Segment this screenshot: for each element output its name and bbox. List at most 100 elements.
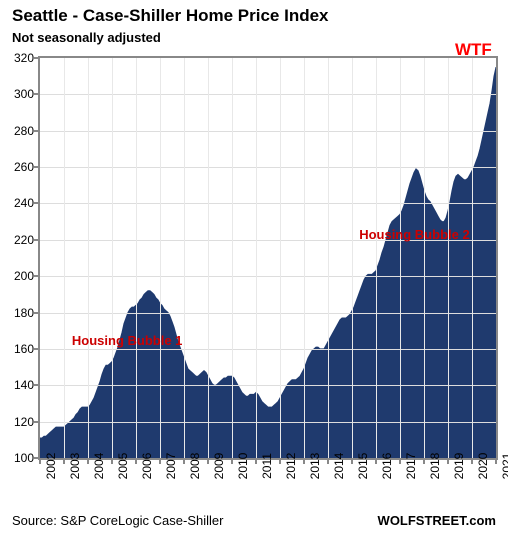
y-tick-label: 200: [14, 269, 34, 283]
gridline-v: [448, 58, 449, 458]
x-tick: [279, 458, 281, 464]
y-tick: [34, 93, 40, 95]
annotation: WTF: [455, 40, 492, 60]
y-tick: [34, 312, 40, 314]
y-tick: [34, 275, 40, 277]
y-tick-label: 180: [14, 306, 34, 320]
y-tick: [34, 384, 40, 386]
y-tick: [34, 130, 40, 132]
gridline-v: [112, 58, 113, 458]
x-tick: [183, 458, 185, 464]
gridline-v: [472, 58, 473, 458]
x-tick-label: 2008: [188, 453, 202, 480]
x-tick-label: 2018: [428, 453, 442, 480]
x-tick: [231, 458, 233, 464]
x-tick: [327, 458, 329, 464]
gridline-h: [40, 167, 496, 168]
y-tick-label: 120: [14, 415, 34, 429]
x-tick: [255, 458, 257, 464]
y-tick-label: 100: [14, 451, 34, 465]
x-tick: [495, 458, 497, 464]
y-tick-label: 280: [14, 124, 34, 138]
x-tick: [399, 458, 401, 464]
gridline-v: [328, 58, 329, 458]
gridline-h: [40, 203, 496, 204]
annotation: Housing Bubble 1: [72, 333, 183, 348]
gridline-v: [352, 58, 353, 458]
y-tick-label: 220: [14, 233, 34, 247]
x-tick: [135, 458, 137, 464]
gridline-v: [88, 58, 89, 458]
y-tick: [34, 239, 40, 241]
annotation: Housing Bubble 2: [359, 227, 470, 242]
x-tick-label: 2009: [212, 453, 226, 480]
x-tick: [303, 458, 305, 464]
y-tick-label: 160: [14, 342, 34, 356]
x-tick-label: 2013: [308, 453, 322, 480]
gridline-v: [400, 58, 401, 458]
y-tick-label: 300: [14, 87, 34, 101]
x-tick-label: 2010: [236, 453, 250, 480]
gridline-v: [64, 58, 65, 458]
gridline-v: [376, 58, 377, 458]
gridline-h: [40, 276, 496, 277]
x-tick: [423, 458, 425, 464]
y-tick: [34, 421, 40, 423]
x-tick-label: 2011: [260, 453, 274, 479]
gridline-h: [40, 349, 496, 350]
gridline-v: [424, 58, 425, 458]
y-tick-label: 260: [14, 160, 34, 174]
y-tick: [34, 348, 40, 350]
x-tick: [447, 458, 449, 464]
x-tick-label: 2012: [284, 453, 298, 480]
gridline-v: [208, 58, 209, 458]
gridline-v: [160, 58, 161, 458]
x-tick: [63, 458, 65, 464]
x-tick: [111, 458, 113, 464]
x-tick: [375, 458, 377, 464]
x-tick: [471, 458, 473, 464]
x-tick-label: 2017: [404, 453, 418, 480]
x-tick: [159, 458, 161, 464]
source-text: Source: S&P CoreLogic Case-Shiller: [12, 513, 223, 528]
brand-text: WOLFSTREET.com: [378, 513, 496, 528]
gridline-v: [184, 58, 185, 458]
y-tick: [34, 57, 40, 59]
x-tick-label: 2004: [92, 453, 106, 480]
gridline-h: [40, 313, 496, 314]
x-tick-label: 2014: [332, 453, 346, 480]
x-tick: [87, 458, 89, 464]
area-series: [40, 58, 496, 458]
y-tick: [34, 166, 40, 168]
gridline-v: [136, 58, 137, 458]
x-tick-label: 2005: [116, 453, 130, 480]
chart-title: Seattle - Case-Shiller Home Price Index: [12, 6, 329, 26]
x-tick: [207, 458, 209, 464]
gridline-h: [40, 422, 496, 423]
y-tick-label: 240: [14, 196, 34, 210]
x-tick-label: 2002: [44, 453, 58, 480]
gridline-h: [40, 94, 496, 95]
x-tick-label: 2020: [476, 453, 490, 480]
x-tick: [351, 458, 353, 464]
x-tick-label: 2007: [164, 453, 178, 480]
y-tick: [34, 202, 40, 204]
x-tick-label: 2016: [380, 453, 394, 480]
gridline-h: [40, 131, 496, 132]
gridline-v: [280, 58, 281, 458]
y-tick-label: 320: [14, 51, 34, 65]
x-tick-label: 2006: [140, 453, 154, 480]
x-tick-label: 2015: [356, 453, 370, 480]
x-tick-label: 2019: [452, 453, 466, 480]
y-tick-label: 140: [14, 378, 34, 392]
gridline-v: [304, 58, 305, 458]
gridline-v: [232, 58, 233, 458]
x-tick: [39, 458, 41, 464]
chart-subtitle: Not seasonally adjusted: [12, 30, 161, 45]
plot-area: 1001201401601802002202402602803003202002…: [38, 56, 498, 460]
x-tick-label: 2021: [500, 453, 508, 480]
gridline-v: [256, 58, 257, 458]
gridline-h: [40, 385, 496, 386]
x-tick-label: 2003: [68, 453, 82, 480]
chart-container: Seattle - Case-Shiller Home Price Index …: [0, 0, 508, 536]
